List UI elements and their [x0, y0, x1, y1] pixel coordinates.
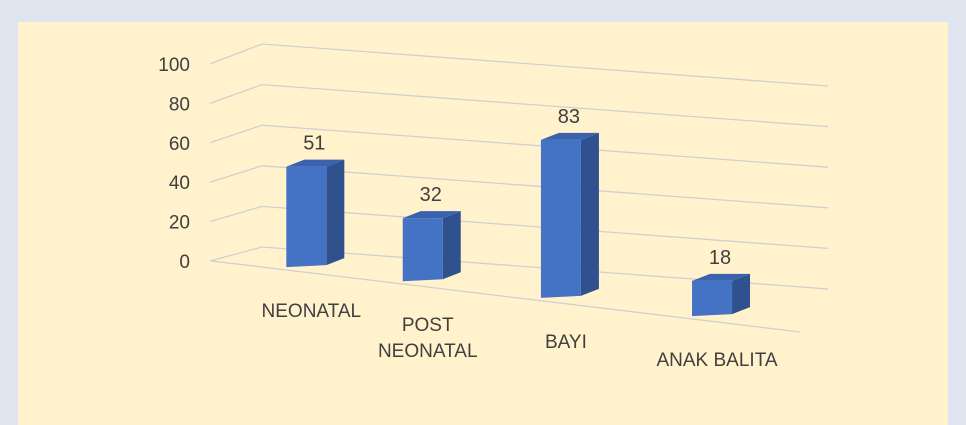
- gridline-side: [209, 246, 263, 262]
- category-label: ANAK BALITA: [656, 350, 777, 371]
- y-tick-label: 80: [169, 94, 190, 115]
- gridline: [261, 83, 829, 128]
- bar-top: [540, 132, 599, 140]
- bar-side: [442, 211, 461, 280]
- category-label: BAYI: [545, 332, 587, 353]
- gridline-side: [209, 124, 263, 144]
- gridline-side: [209, 43, 263, 65]
- y-tick-label: 60: [169, 134, 190, 155]
- data-label: 51: [303, 133, 325, 155]
- bar-front: [286, 166, 327, 268]
- bar: [540, 132, 599, 298]
- y-tick-label: 0: [179, 252, 190, 273]
- bar-side: [732, 273, 751, 315]
- category-label: NEONATAL: [262, 301, 362, 322]
- gridline-side: [209, 205, 263, 223]
- bar-side: [326, 159, 345, 266]
- floor-edge: [211, 260, 801, 333]
- data-label: 18: [709, 247, 731, 269]
- y-tick-label: 40: [169, 173, 190, 194]
- gridline: [261, 43, 829, 87]
- bar: [692, 273, 751, 317]
- bar: [402, 211, 461, 282]
- data-label: 32: [420, 184, 442, 206]
- bar-side: [580, 132, 599, 296]
- bar-chart: 0 20 40 60 80 100 51 32 83 18 NEONATAL POST NEONAT…: [158, 43, 829, 371]
- bar-top: [402, 211, 461, 219]
- bar-front: [402, 218, 443, 282]
- chart-area: 0 20 40 60 80 100 51 32 83 18 NEONATAL POST NEONAT…: [18, 22, 948, 425]
- bar-front: [540, 139, 581, 298]
- y-tick-label: 100: [158, 55, 190, 76]
- bar-front: [692, 280, 733, 317]
- category-label: POST NEONATAL: [378, 315, 478, 362]
- y-tick-label: 20: [169, 213, 190, 234]
- gridline-side: [209, 83, 263, 105]
- x-axis-categories: NEONATAL POST NEONATAL BAYI ANAK BALITA: [262, 301, 778, 371]
- data-label: 83: [558, 106, 580, 128]
- bar-top: [286, 159, 345, 167]
- bars: 51 32 83 18: [286, 106, 751, 317]
- y-axis-ticks: 0 20 40 60 80 100: [158, 55, 190, 273]
- gridline-side: [209, 165, 263, 183]
- bar-top: [692, 273, 751, 281]
- bar: [286, 159, 345, 268]
